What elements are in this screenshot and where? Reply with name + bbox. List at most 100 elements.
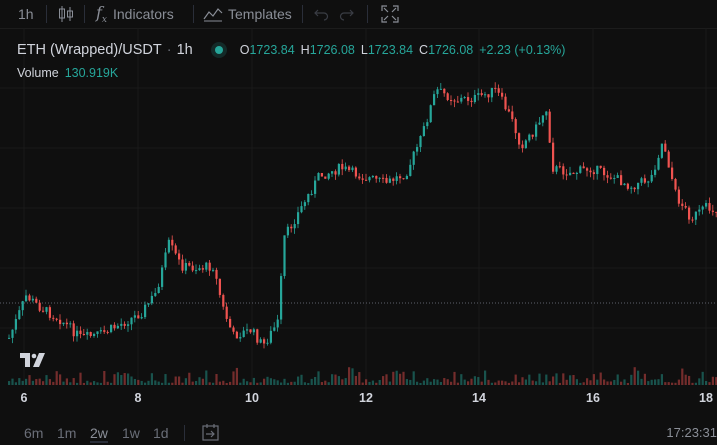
volume-bar xyxy=(48,379,51,385)
volume-bar xyxy=(586,378,589,385)
volume-bar xyxy=(392,371,395,385)
candle-body xyxy=(558,166,561,168)
volume-bar xyxy=(365,379,368,385)
volume-bar xyxy=(82,382,85,385)
go-to-date-icon[interactable] xyxy=(202,424,220,441)
candle-body xyxy=(256,329,259,343)
high-value: 1726.08 xyxy=(309,43,355,57)
volume-bar xyxy=(490,382,493,385)
range-6m[interactable]: 6m xyxy=(24,425,44,441)
range-bar: 6m 1m 2w 1w 1d 17:23:31 xyxy=(0,420,717,445)
volume-bar xyxy=(395,370,398,385)
volume-bar xyxy=(55,371,58,385)
volume-bar xyxy=(205,370,208,385)
range-1d[interactable]: 1d xyxy=(153,425,169,441)
symbol-name[interactable]: ETH (Wrapped)/USDT xyxy=(17,42,162,58)
volume-bar xyxy=(484,370,487,385)
redo-button[interactable] xyxy=(339,0,355,28)
candle-body xyxy=(280,276,283,320)
volume-bar xyxy=(463,379,466,385)
tradingview-logo-icon[interactable] xyxy=(19,351,45,369)
chart-grid xyxy=(0,28,717,385)
time-tick: 6 xyxy=(20,391,28,405)
volume-bar xyxy=(626,382,629,385)
volume-bar xyxy=(705,381,708,385)
range-1m[interactable]: 1m xyxy=(57,425,77,441)
candle-body xyxy=(144,304,147,318)
chart-type-button[interactable] xyxy=(57,0,75,28)
candle-body xyxy=(358,176,361,179)
low-key: L xyxy=(360,43,368,57)
candle-body xyxy=(154,293,157,296)
undo-button[interactable] xyxy=(313,0,329,28)
price-chart-pane[interactable] xyxy=(0,28,717,385)
candle-body xyxy=(664,143,667,152)
volume-bar xyxy=(113,374,116,385)
volume-bar xyxy=(341,379,344,385)
volume-bar xyxy=(110,382,113,385)
candle-body xyxy=(514,119,517,134)
candle-body xyxy=(630,187,633,189)
candle-body xyxy=(575,172,578,174)
candle-body xyxy=(647,181,650,183)
candle-body xyxy=(62,322,65,325)
templates-button[interactable]: Templates xyxy=(203,0,292,28)
volume-bar xyxy=(140,380,143,385)
candle-body xyxy=(463,97,466,99)
volume-bar xyxy=(127,373,130,385)
volume-bar xyxy=(184,378,187,385)
candlestick-chart[interactable] xyxy=(0,28,717,385)
volume-bar xyxy=(654,379,657,385)
volume-bar xyxy=(290,381,293,385)
candle-body xyxy=(307,194,310,203)
candle-body xyxy=(89,331,92,337)
volume-bar xyxy=(354,375,357,385)
interval-button[interactable]: 1h xyxy=(18,0,34,28)
candle-body xyxy=(521,144,524,149)
candle-body xyxy=(426,122,429,127)
candle-body xyxy=(59,319,62,325)
volume-bar xyxy=(606,381,609,385)
candle-body xyxy=(150,295,153,304)
market-status-dot[interactable] xyxy=(214,46,223,54)
indicators-button[interactable]: fx Indicators xyxy=(96,0,174,28)
range-2w[interactable]: 2w xyxy=(90,425,108,441)
volume-bar xyxy=(698,378,701,385)
candle-body xyxy=(453,100,456,102)
candle-body xyxy=(76,330,79,337)
volume-bar xyxy=(637,370,640,385)
fullscreen-button[interactable] xyxy=(381,0,399,28)
candle-body xyxy=(586,168,589,171)
volume-bar xyxy=(446,379,449,385)
time-axis[interactable]: 6 8 10 12 14 16 18 xyxy=(0,385,717,412)
candle-body xyxy=(86,331,89,335)
candle-body xyxy=(52,317,55,319)
volume-bar xyxy=(137,379,140,385)
candle-body xyxy=(212,269,215,271)
candle-body xyxy=(701,206,704,210)
volume-bar xyxy=(314,376,317,385)
volume-bar xyxy=(603,379,606,385)
candle-body xyxy=(592,172,595,175)
candle-body xyxy=(657,157,660,170)
volume-label[interactable]: Volume xyxy=(17,66,59,80)
candle-body xyxy=(436,89,439,95)
candle-body xyxy=(127,324,130,326)
candle-body xyxy=(555,166,558,172)
volume-bar xyxy=(575,379,578,385)
volume-bar xyxy=(263,378,266,385)
candle-body xyxy=(93,333,96,337)
volume-bar xyxy=(589,380,592,385)
candle-body xyxy=(317,173,320,181)
volume-bar xyxy=(351,368,354,385)
candle-body xyxy=(385,177,388,183)
range-1w[interactable]: 1w xyxy=(122,425,140,441)
volume-bar xyxy=(331,374,334,385)
volume-bar xyxy=(52,381,55,385)
candle-body xyxy=(14,319,17,330)
session-clock[interactable]: 17:23:31 xyxy=(666,425,717,440)
candle-body xyxy=(643,178,646,183)
candle-body xyxy=(246,329,249,331)
candle-body xyxy=(188,262,191,266)
candle-body xyxy=(324,176,327,179)
